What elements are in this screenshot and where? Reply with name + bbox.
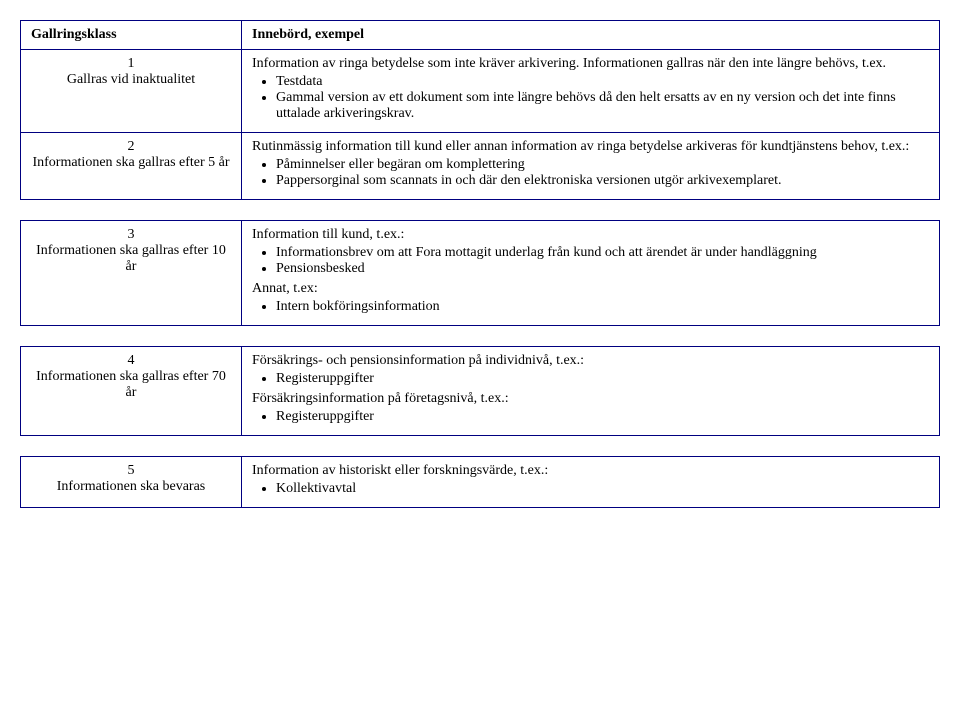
table-header-row: Gallringsklass Innebörd, exempel bbox=[21, 21, 940, 50]
meaning-cell: Information till kund, t.ex.: Informatio… bbox=[242, 221, 940, 326]
meaning-list: Kollektivavtal bbox=[252, 481, 929, 497]
header-left: Gallringsklass bbox=[21, 21, 242, 50]
meaning-cell: Försäkrings- och pensionsinformation på … bbox=[242, 347, 940, 436]
meaning-cell: Rutinmässig information till kund eller … bbox=[242, 133, 940, 200]
meaning-intro: Försäkrings- och pensionsinformation på … bbox=[252, 353, 929, 369]
meaning-intro: Rutinmässig information till kund eller … bbox=[252, 139, 929, 155]
list-item: Intern bokföringsinformation bbox=[276, 299, 929, 315]
meaning-intro: Information av historiskt eller forsknin… bbox=[252, 463, 929, 479]
class-number: 1 bbox=[31, 56, 231, 72]
meaning-list: Påminnelser eller begäran om kompletteri… bbox=[252, 157, 929, 189]
class-cell: 1 Gallras vid inaktualitet bbox=[21, 50, 242, 133]
list-item: Pappersorginal som scannats in och där d… bbox=[276, 173, 929, 189]
class-label: Informationen ska bevaras bbox=[31, 479, 231, 495]
list-item: Testdata bbox=[276, 74, 929, 90]
class-cell: 2 Informationen ska gallras efter 5 år bbox=[21, 133, 242, 200]
spacer bbox=[20, 326, 940, 346]
class-label: Informationen ska gallras efter 5 år bbox=[31, 155, 231, 171]
spacer bbox=[20, 436, 940, 456]
spacer bbox=[20, 200, 940, 220]
list-item: Registeruppgifter bbox=[276, 409, 929, 425]
meaning-intro-2: Försäkringsinformation på företagsnivå, … bbox=[252, 391, 929, 407]
meaning-intro-2: Annat, t.ex: bbox=[252, 281, 929, 297]
gallring-table-block-2: 3 Informationen ska gallras efter 10 år … bbox=[20, 220, 940, 326]
class-label: Gallras vid inaktualitet bbox=[31, 72, 231, 88]
class-number: 3 bbox=[31, 227, 231, 243]
meaning-list: Testdata Gammal version av ett dokument … bbox=[252, 74, 929, 122]
class-label: Informationen ska gallras efter 70 år bbox=[31, 369, 231, 401]
meaning-intro: Information till kund, t.ex.: bbox=[252, 227, 929, 243]
list-item: Registeruppgifter bbox=[276, 371, 929, 387]
class-cell: 5 Informationen ska bevaras bbox=[21, 457, 242, 508]
document-page: Gallringsklass Innebörd, exempel 1 Gallr… bbox=[20, 20, 940, 508]
class-label: Informationen ska gallras efter 10 år bbox=[31, 243, 231, 275]
list-item: Kollektivavtal bbox=[276, 481, 929, 497]
list-item: Informationsbrev om att Fora mottagit un… bbox=[276, 245, 929, 261]
gallring-table-block-3: 4 Informationen ska gallras efter 70 år … bbox=[20, 346, 940, 436]
gallring-table-block-4: 5 Informationen ska bevaras Information … bbox=[20, 456, 940, 508]
table-row: 3 Informationen ska gallras efter 10 år … bbox=[21, 221, 940, 326]
table-row: 5 Informationen ska bevaras Information … bbox=[21, 457, 940, 508]
class-cell: 4 Informationen ska gallras efter 70 år bbox=[21, 347, 242, 436]
list-item: Gammal version av ett dokument som inte … bbox=[276, 90, 929, 122]
meaning-list-2: Intern bokföringsinformation bbox=[252, 299, 929, 315]
meaning-list-2: Registeruppgifter bbox=[252, 409, 929, 425]
gallring-table-block-1: Gallringsklass Innebörd, exempel 1 Gallr… bbox=[20, 20, 940, 200]
table-row: 1 Gallras vid inaktualitet Information a… bbox=[21, 50, 940, 133]
table-row: 2 Informationen ska gallras efter 5 år R… bbox=[21, 133, 940, 200]
meaning-cell: Information av ringa betydelse som inte … bbox=[242, 50, 940, 133]
meaning-intro: Information av ringa betydelse som inte … bbox=[252, 56, 929, 72]
list-item: Pensionsbesked bbox=[276, 261, 929, 277]
meaning-list: Informationsbrev om att Fora mottagit un… bbox=[252, 245, 929, 277]
list-item: Påminnelser eller begäran om kompletteri… bbox=[276, 157, 929, 173]
class-number: 4 bbox=[31, 353, 231, 369]
meaning-cell: Information av historiskt eller forsknin… bbox=[242, 457, 940, 508]
meaning-list: Registeruppgifter bbox=[252, 371, 929, 387]
class-number: 5 bbox=[31, 463, 231, 479]
header-right: Innebörd, exempel bbox=[242, 21, 940, 50]
class-number: 2 bbox=[31, 139, 231, 155]
table-row: 4 Informationen ska gallras efter 70 år … bbox=[21, 347, 940, 436]
class-cell: 3 Informationen ska gallras efter 10 år bbox=[21, 221, 242, 326]
